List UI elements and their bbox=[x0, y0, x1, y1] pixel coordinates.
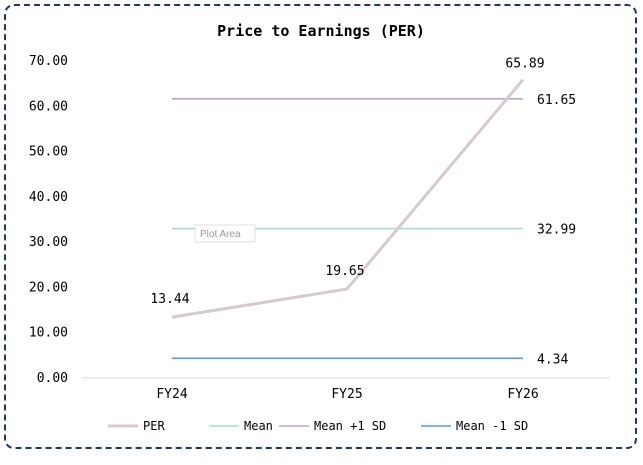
data-label-mean-1-sd: 4.34 bbox=[537, 352, 568, 367]
x-axis: FY24 FY25 FY26 bbox=[156, 387, 538, 402]
y-tick-label: 30.00 bbox=[29, 235, 68, 250]
y-tick-label: 0.00 bbox=[37, 371, 68, 386]
legend-label: PER bbox=[143, 419, 165, 433]
svg-text:Plot Area: Plot Area bbox=[200, 229, 241, 240]
legend-item[interactable]: PER bbox=[108, 419, 165, 433]
y-tick-label: 50.00 bbox=[29, 145, 68, 160]
legend-item[interactable]: Mean bbox=[209, 419, 273, 433]
x-tick-label: FY26 bbox=[507, 387, 538, 402]
data-labels: 13.44 19.65 65.89 32.99 61.65 4.34 bbox=[150, 57, 576, 368]
legend-item[interactable]: Mean +1 SD bbox=[279, 419, 386, 433]
data-label-per: 13.44 bbox=[150, 292, 189, 307]
legend: PER Mean Mean +1 SD Mean -1 SD bbox=[108, 419, 528, 433]
y-axis: 0.00 10.00 20.00 30.00 40.00 50.00 60.00 70.00 bbox=[29, 54, 68, 386]
y-tick-label: 10.00 bbox=[29, 326, 68, 341]
plot-area[interactable] bbox=[171, 78, 525, 360]
plot-area-tooltip: Plot Area bbox=[194, 224, 256, 243]
data-label-mean-1-sd: 61.65 bbox=[537, 93, 576, 108]
legend-item[interactable]: Mean -1 SD bbox=[421, 419, 528, 433]
y-tick-label: 40.00 bbox=[29, 190, 68, 205]
data-label-mean: 32.99 bbox=[537, 223, 576, 238]
legend-label: Mean bbox=[244, 419, 273, 433]
y-tick-label: 60.00 bbox=[29, 99, 68, 114]
chart-title: Price to Earnings (PER) bbox=[217, 22, 425, 40]
legend-label: Mean +1 SD bbox=[314, 419, 386, 433]
x-tick-label: FY25 bbox=[331, 387, 362, 402]
y-tick-label: 70.00 bbox=[29, 54, 68, 69]
series-line-per[interactable] bbox=[171, 78, 525, 319]
data-label-per: 65.89 bbox=[505, 57, 544, 72]
data-label-per: 19.65 bbox=[325, 264, 364, 279]
x-tick-label: FY24 bbox=[156, 387, 187, 402]
chart-frame bbox=[4, 4, 637, 449]
y-tick-label: 20.00 bbox=[29, 280, 68, 295]
legend-label: Mean -1 SD bbox=[456, 419, 528, 433]
